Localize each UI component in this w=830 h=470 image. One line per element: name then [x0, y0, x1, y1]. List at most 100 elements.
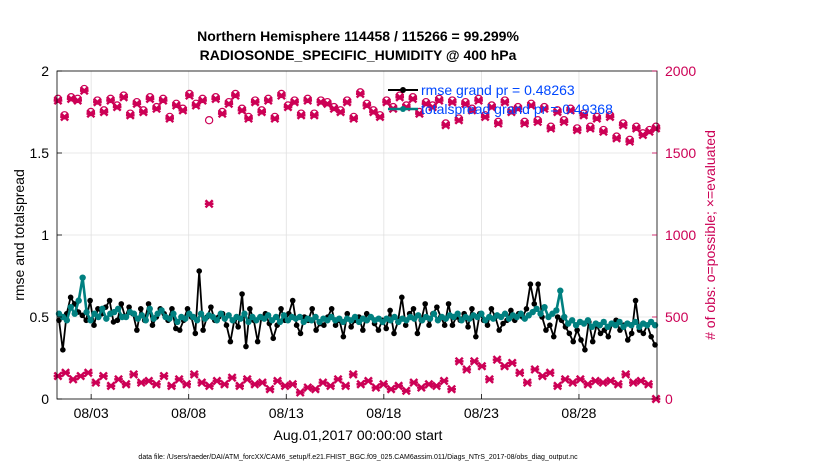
totalspread-point — [63, 317, 71, 324]
obs-evaluated-point — [485, 374, 494, 384]
obs-possible-point — [277, 89, 286, 99]
obs-evaluated-point — [53, 371, 63, 381]
obs-evaluated-point — [145, 94, 155, 104]
obs-possible-point — [224, 97, 234, 107]
series-circle — [53, 84, 661, 145]
obs-possible-point — [388, 102, 398, 112]
obs-evaluated-point — [572, 125, 582, 135]
obs-possible-point — [349, 112, 358, 122]
rmse-point — [227, 338, 234, 345]
rmse-point — [270, 335, 277, 342]
rmse-point — [360, 327, 366, 333]
obs-possible-point — [264, 94, 273, 104]
obs-evaluated-point — [91, 378, 101, 388]
rmse-point — [570, 338, 577, 345]
obs-possible-point — [605, 111, 615, 120]
rmse-point — [126, 304, 132, 310]
obs-evaluated-point — [460, 99, 470, 109]
obs-possible-point — [579, 109, 588, 118]
rmse-point — [624, 337, 631, 343]
obs-evaluated-point — [480, 112, 490, 122]
obs-evaluated-point — [454, 115, 464, 125]
obs-possible-point — [211, 93, 220, 102]
totalspread-point — [276, 318, 284, 326]
obs-evaluated-point — [79, 86, 89, 96]
obs-evaluated-point — [566, 105, 576, 115]
obs-possible-point — [618, 119, 628, 128]
rmse-point — [200, 327, 206, 333]
obs-possible-point — [165, 112, 174, 122]
obs-evaluated-point — [295, 387, 305, 397]
obs-evaluated-point — [636, 376, 646, 386]
rmse-point — [176, 327, 183, 333]
rmse-point — [223, 322, 230, 329]
obs-evaluated-point — [174, 374, 184, 384]
x-axis: 08/03 08/08 08/13 08/18 08/23 08/28 — [74, 394, 597, 421]
obs-possible-point — [126, 109, 135, 118]
obs-evaluated-point — [625, 137, 635, 146]
obs-possible-point — [461, 97, 470, 107]
obs-evaluated-point — [487, 102, 497, 112]
rmse-point — [235, 324, 241, 330]
obs-evaluated-point — [165, 114, 175, 124]
rmse-point — [469, 306, 475, 312]
x-tick-label: 08/28 — [561, 405, 596, 421]
rmse-point — [208, 304, 214, 310]
rmse-point — [293, 322, 300, 329]
x-tick-label: 08/18 — [366, 405, 401, 421]
obs-evaluated-point — [362, 100, 372, 110]
y-left-tick-label: 0.5 — [30, 309, 50, 325]
obs-evaluated-point — [250, 97, 260, 107]
obs-evaluated-point — [552, 107, 562, 117]
obs-evaluated-point — [618, 120, 628, 130]
y-right-tick-label: 2000 — [665, 63, 696, 79]
totalspread-point — [99, 305, 106, 312]
obs-evaluated-point — [432, 381, 441, 391]
rmse-point — [441, 322, 448, 329]
obs-evaluated-point — [310, 384, 320, 394]
obs-evaluated-point — [257, 107, 267, 117]
rmse-point — [137, 306, 144, 312]
obs-evaluated-point — [613, 379, 623, 389]
obs-evaluated-point — [414, 109, 424, 119]
obs-evaluated-point — [204, 381, 214, 391]
obs-possible-point — [559, 115, 569, 125]
obs-evaluated-point — [189, 369, 199, 379]
chart-subtitle: RADIOSONDE_SPECIFIC_HUMIDITY @ 400 hPa — [200, 47, 517, 63]
totalspread-point — [79, 274, 86, 281]
obs-possible-point — [296, 109, 306, 118]
obs-possible-point — [106, 94, 115, 104]
obs-evaluated-point — [92, 97, 102, 107]
obs-evaluated-point — [230, 91, 240, 101]
obs-evaluated-point — [119, 92, 129, 102]
series-layer — [53, 84, 661, 404]
obs-possible-point — [421, 97, 431, 107]
obs-evaluated-point — [303, 383, 313, 392]
obs-evaluated-point — [73, 96, 83, 105]
rmse-point — [87, 297, 93, 304]
obs-possible-point — [93, 96, 102, 105]
obs-possible-point — [599, 125, 608, 135]
obs-possible-point — [434, 94, 444, 104]
obs-evaluated-point — [341, 381, 351, 391]
rmse-point — [484, 322, 491, 329]
totalspread-point — [87, 317, 94, 324]
totalspread-point — [150, 315, 157, 322]
rmse-point — [508, 307, 514, 314]
obs-possible-point — [303, 94, 312, 104]
rmse-point — [523, 306, 530, 312]
obs-evaluated-point — [235, 381, 245, 391]
obs-evaluated-point — [132, 99, 142, 109]
rmse-point — [247, 306, 253, 312]
obs-evaluated-point — [257, 378, 267, 388]
obs-possible-point — [356, 88, 365, 97]
obs-evaluated-point — [158, 96, 168, 105]
rmse-point — [500, 320, 506, 327]
rmse-point — [60, 347, 66, 353]
obs-possible-point — [632, 122, 641, 131]
obs-evaluated-point — [507, 358, 517, 368]
obs-evaluated-point — [86, 109, 96, 119]
obs-evaluated-point — [204, 199, 214, 209]
rmse-point — [547, 322, 553, 329]
obs-evaluated-point — [178, 105, 188, 115]
